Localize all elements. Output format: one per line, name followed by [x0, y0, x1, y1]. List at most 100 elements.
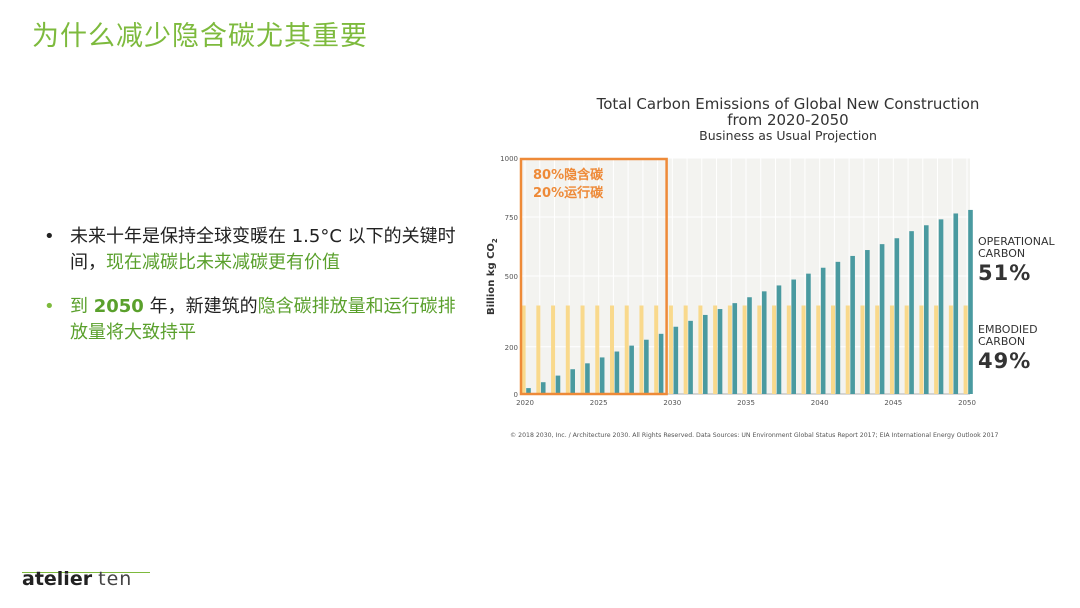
y-tick-label: 200 [505, 344, 518, 352]
x-tick-label: 2035 [737, 399, 755, 407]
bar-embodied-2050 [963, 305, 968, 394]
bar-operational-2032 [703, 314, 708, 394]
operational-label-line2: CARBON [978, 247, 1026, 260]
bar-embodied-2037 [772, 305, 777, 394]
bullet-1-highlight: 现在减碳比未来减碳更有价值 [106, 252, 340, 273]
x-tick-label: 2045 [884, 399, 902, 407]
bar-embodied-2025 [595, 305, 600, 394]
bar-embodied-2028 [639, 305, 644, 394]
operational-carbon-label: OPERATIONAL CARBON 51% [978, 236, 1055, 286]
bar-embodied-2045 [889, 305, 894, 394]
embodied-percent: 49% [978, 349, 1032, 373]
embodied-carbon-label: EMBODIED CARBON 49% [978, 324, 1038, 374]
bar-operational-2021 [540, 382, 546, 394]
bullet-item-1: • 未来十年是保持全球变暖在 1.5°C 以下的关键时间，现在减碳比未来减碳更有… [40, 224, 460, 276]
bar-embodied-2048 [934, 305, 939, 394]
y-axis-label-main: Billion kg CO [486, 243, 497, 315]
bar-embodied-2022 [551, 305, 556, 394]
bar-operational-2030 [673, 326, 679, 394]
chart-title: Total Carbon Emissions of Global New Con… [596, 95, 980, 113]
bar-embodied-2026 [610, 305, 614, 394]
bar-operational-2049 [953, 213, 959, 394]
bullet-2-mid: 年，新建筑的 [143, 296, 258, 317]
bar-operational-2046 [909, 231, 914, 394]
bar-operational-2034 [732, 303, 738, 394]
y-tick-label: 500 [505, 273, 518, 281]
bar-operational-2038 [791, 279, 796, 394]
x-tick-label: 2040 [811, 399, 829, 407]
chart-title-line2: from 2020-2050 [727, 111, 849, 129]
bar-operational-2045 [894, 238, 900, 394]
bar-embodied-2040 [816, 305, 821, 394]
annotation-box [519, 157, 668, 396]
bar-operational-2025 [599, 357, 605, 394]
bar-embodied-2043 [860, 305, 865, 394]
bar-embodied-2024 [580, 305, 585, 394]
bar-embodied-2039 [801, 305, 806, 394]
bar-embodied-2041 [831, 305, 835, 394]
logo-underline [22, 572, 150, 573]
bar-operational-2043 [865, 250, 870, 394]
bar-operational-2026 [614, 351, 620, 394]
logo-word-ten: ten [98, 568, 133, 590]
operational-label-line1: OPERATIONAL [978, 235, 1055, 248]
bar-embodied-2035 [742, 305, 747, 394]
bar-operational-2031 [688, 320, 693, 394]
bullet-1-text: 未来十年是保持全球变暖在 1.5°C 以下的关键时间， [70, 226, 456, 273]
bar-operational-2044 [879, 244, 885, 394]
bar-operational-2027 [629, 345, 634, 394]
company-logo: atelier ten [22, 568, 132, 590]
bar-embodied-2038 [786, 305, 791, 394]
x-tick-label: 2020 [516, 399, 534, 407]
y-tick-label: 1000 [500, 155, 518, 163]
bar-embodied-2032 [698, 305, 703, 394]
bar-operational-2033 [717, 309, 723, 394]
bar-operational-2022 [555, 375, 561, 394]
y-axis-label-sub: 2 [491, 238, 499, 243]
bar-embodied-2046 [904, 305, 909, 394]
y-tick-label: 750 [505, 214, 518, 222]
bar-operational-2050 [968, 209, 973, 394]
bar-chart: Billion kg CO2 0 200 500 750 1000 2020 2025 203… [486, 155, 976, 407]
slide-title: 为什么减少隐含碳尤其重要 [32, 21, 368, 52]
y-axis-label: Billion kg CO2 [486, 238, 499, 315]
bar-embodied-2036 [757, 305, 762, 394]
bar-embodied-2030 [668, 305, 673, 394]
logo-word-atelier: atelier [22, 568, 93, 590]
bullet-item-2: • 到 2050 年，新建筑的隐含碳排放量和运行碳排放量将大致持平 [40, 294, 460, 346]
bar-operational-2020 [526, 388, 531, 394]
bar-embodied-2034 [727, 305, 732, 394]
bullet-mark: • [44, 296, 55, 317]
bar-operational-2048 [938, 219, 944, 394]
bullet-2-highlight: 隐含碳排放量和运行碳排放量将大致持平 [70, 296, 456, 343]
bullet-2-prefix: 到 [70, 296, 94, 317]
chart-subtitle: Business as Usual Projection [699, 128, 877, 143]
bar-operational-2023 [570, 369, 575, 394]
bar-embodied-2027 [624, 305, 629, 394]
embodied-label-line2: CARBON [978, 335, 1026, 348]
bar-operational-2036 [761, 291, 767, 394]
operational-percent: 51% [978, 261, 1032, 285]
embodied-label-line1: EMBODIED [978, 323, 1038, 336]
chart-title-block: Total Carbon Emissions of Global New Con… [586, 96, 990, 144]
x-tick-label: 2025 [590, 399, 608, 407]
bar-embodied-2042 [845, 305, 850, 394]
bar-operational-2028 [644, 339, 649, 394]
bar-embodied-2020 [521, 305, 526, 394]
chart-copyright: © 2018 2030, Inc. / Architecture 2030. A… [510, 432, 999, 439]
bar-operational-2047 [924, 225, 929, 394]
annotation-line1: 80%隐含碳 [533, 167, 604, 183]
bullet-mark: • [44, 226, 55, 247]
x-tick-label: 2050 [958, 399, 976, 407]
y-tick-label: 0 [514, 391, 518, 399]
bar-embodied-2031 [683, 305, 688, 394]
bar-embodied-2047 [919, 305, 924, 394]
annotation-line2: 20%运行碳 [533, 185, 604, 201]
bar-embodied-2049 [948, 305, 953, 394]
bar-embodied-2044 [875, 305, 880, 394]
bar-operational-2040 [820, 267, 826, 394]
x-tick-label: 2030 [663, 399, 681, 407]
bar-operational-2041 [835, 261, 841, 394]
bar-embodied-2023 [565, 305, 570, 394]
bar-operational-2029 [658, 333, 664, 394]
